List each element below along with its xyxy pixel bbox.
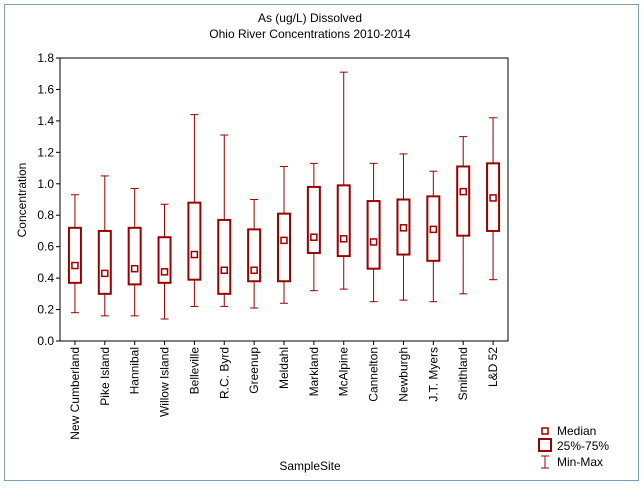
- x-tick-label: Pike Island: [98, 347, 112, 406]
- y-tick-label: 0.0: [37, 334, 54, 348]
- box: [67, 226, 82, 284]
- median-marker: [101, 269, 109, 278]
- x-tick-label: L&D 52: [486, 347, 500, 387]
- x-tick-label: Willow Island: [158, 347, 172, 417]
- legend-median-icon: [541, 427, 549, 435]
- legend-box-icon: [538, 438, 552, 452]
- box: [187, 201, 202, 281]
- chart-title: As (ug/L) Dissolved: [258, 11, 362, 25]
- x-tick-label: Markland: [307, 347, 321, 396]
- legend-label: Median: [557, 424, 596, 438]
- y-tick-label: 1.2: [37, 145, 54, 159]
- median-marker: [339, 235, 348, 243]
- x-tick-label: Smithland: [456, 347, 470, 400]
- median-marker: [220, 266, 229, 274]
- x-tick-label: J.T. Myers: [426, 347, 440, 402]
- median-marker: [190, 250, 199, 259]
- x-tick-label: Cannelton: [367, 347, 381, 402]
- y-tick-label: 1.0: [37, 177, 54, 191]
- y-tick-label: 1.8: [37, 51, 54, 65]
- legend-label: 25%-75%: [557, 439, 609, 453]
- median-marker: [280, 236, 288, 245]
- y-tick-label: 0.4: [37, 271, 54, 285]
- box: [97, 229, 112, 295]
- median-marker: [429, 225, 438, 234]
- box: [157, 236, 172, 284]
- median-marker: [369, 238, 378, 246]
- median-marker: [459, 187, 467, 196]
- box: [366, 200, 381, 270]
- legend-label: Min-Max: [557, 455, 603, 469]
- y-axis-label: Concentration: [15, 163, 29, 238]
- y-tick-label: 0.6: [37, 240, 54, 254]
- median-marker: [250, 266, 258, 274]
- x-tick-label: New Cumberland: [68, 347, 82, 440]
- median-marker: [160, 268, 169, 276]
- chart-subtitle: Ohio River Concentrations 2010-2014: [209, 27, 411, 41]
- y-tick-label: 1.6: [37, 82, 54, 96]
- box: [456, 165, 471, 237]
- box: [127, 226, 142, 286]
- x-tick-label: Hannibal: [128, 347, 142, 394]
- box: [306, 185, 321, 254]
- median-marker: [310, 233, 318, 241]
- median-marker: [489, 194, 497, 202]
- x-tick-label: R.C. Byrd: [217, 347, 231, 399]
- median-marker: [130, 264, 139, 273]
- box: [217, 218, 232, 295]
- x-tick-label: Meldahl: [277, 347, 291, 389]
- median-marker: [71, 261, 79, 270]
- y-tick-label: 0.8: [37, 208, 54, 222]
- x-tick-label: Newburgh: [396, 347, 410, 402]
- y-tick-label: 1.4: [37, 114, 54, 128]
- box: [336, 184, 351, 258]
- median-marker: [399, 224, 408, 232]
- x-tick-label: Greenup: [247, 347, 261, 394]
- box: [277, 212, 291, 283]
- x-axis-label: SampleSite: [279, 459, 341, 473]
- x-tick-label: McAlpine: [337, 347, 351, 397]
- x-tick-label: Belleville: [187, 347, 201, 395]
- y-tick-label: 0.2: [37, 303, 54, 317]
